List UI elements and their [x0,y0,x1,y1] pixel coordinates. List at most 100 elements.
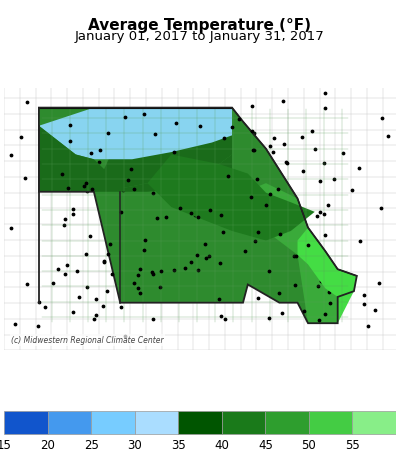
Point [318,277,324,284]
Point [125,134,132,142]
Point [97,146,103,154]
Point [8,151,14,159]
Point [331,175,338,183]
Point [108,270,115,277]
Point [177,204,184,212]
Point [206,252,212,259]
Point [154,214,161,222]
Point [356,164,362,171]
Point [279,309,285,317]
Point [218,211,224,219]
Point [134,271,141,279]
Polygon shape [298,227,357,323]
Point [104,288,110,295]
Text: 15: 15 [0,439,12,452]
Point [88,149,94,157]
Point [84,187,90,195]
Point [122,333,128,340]
Text: 50: 50 [302,439,316,452]
Point [170,148,177,156]
Polygon shape [39,108,357,323]
Point [218,141,224,149]
Point [188,258,194,266]
Text: 55: 55 [345,439,360,452]
Bar [352,411,396,434]
Polygon shape [39,108,232,192]
Point [322,90,329,97]
Point [83,250,90,258]
Point [309,127,315,134]
Point [315,282,321,290]
Point [136,289,143,297]
Point [74,267,80,275]
Point [163,213,170,221]
Point [18,133,24,141]
Bar [91,411,135,434]
Point [322,104,328,112]
Point [254,294,261,302]
Point [140,111,147,118]
Point [321,211,327,218]
Point [134,284,141,291]
Bar [135,411,178,434]
Point [36,298,42,306]
Point [282,158,289,165]
Point [184,164,190,171]
Point [67,182,73,189]
Text: (c) Midwestern Regional Climate Center: (c) Midwestern Regional Climate Center [11,336,164,345]
Point [62,270,68,278]
Point [195,213,202,221]
Polygon shape [39,183,357,323]
Point [248,127,255,134]
Point [357,237,363,244]
Point [22,174,28,182]
Point [101,258,107,266]
Point [150,270,156,278]
Point [158,267,165,274]
Point [255,228,262,235]
Point [61,215,68,223]
Point [249,102,256,110]
Point [321,159,328,167]
Point [70,205,76,213]
Point [372,306,378,313]
Point [86,147,93,154]
Point [299,133,305,141]
Point [280,97,286,105]
Point [252,237,258,244]
Bar [222,411,265,434]
Point [384,133,391,140]
Point [242,247,248,255]
Point [326,288,332,296]
Bar [178,411,222,434]
Point [250,146,257,154]
Point [8,224,14,232]
Polygon shape [148,155,315,241]
Point [224,172,231,180]
Point [24,98,31,105]
Point [248,194,254,201]
Point [202,241,208,248]
Text: 40: 40 [214,439,229,452]
Point [266,314,272,322]
Point [100,302,106,309]
Point [217,259,224,267]
Point [275,185,281,192]
Text: Average Temperature (°F): Average Temperature (°F) [88,18,312,33]
Point [322,232,328,239]
Point [81,182,88,190]
Point [64,261,70,269]
Point [106,241,113,248]
Point [41,153,48,161]
Point [58,170,65,178]
Point [325,201,331,209]
Bar [4,411,48,434]
Polygon shape [39,108,232,159]
Point [266,267,272,274]
Point [102,167,108,175]
Point [93,312,99,319]
Point [117,209,124,216]
Point [66,121,73,128]
Point [12,320,18,328]
Point [277,230,283,238]
